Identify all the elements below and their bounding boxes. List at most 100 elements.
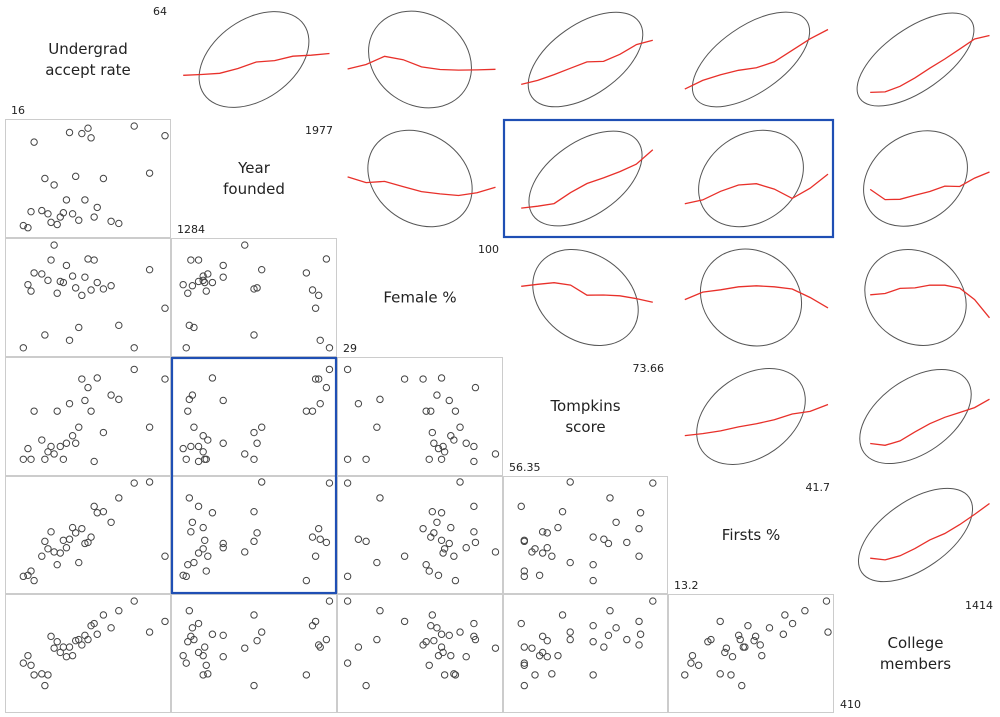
- scatter-point: [199, 432, 207, 440]
- scatter-point: [50, 181, 58, 189]
- range-min-college-members: 410: [840, 698, 861, 711]
- scatter-point: [204, 436, 212, 444]
- scatter-point: [781, 611, 789, 619]
- variable-label-female: Female %: [383, 289, 456, 307]
- scatter-point: [185, 607, 194, 615]
- scatter-point: [600, 535, 608, 543]
- scatter-point: [90, 619, 98, 628]
- panel-female-vs-tompkins-score: [521, 249, 653, 346]
- scatter-point: [84, 255, 92, 263]
- scatter-point: [44, 671, 52, 679]
- scatter-point: [41, 331, 49, 339]
- loess-line: [521, 149, 654, 209]
- scatter-point: [71, 636, 80, 645]
- scatter-point: [115, 321, 123, 330]
- scatter-point: [322, 383, 331, 392]
- scatter-point: [302, 269, 311, 277]
- scatter-point: [107, 624, 115, 632]
- scatter-point: [62, 196, 71, 204]
- variable-label-undergrad-accept-rate: Undergrad: [48, 40, 128, 58]
- scatter-point: [428, 611, 437, 619]
- panel-college-members-vs-tompkins-score: [503, 594, 668, 713]
- scatter-point: [199, 272, 207, 280]
- correlation-ellipse: [859, 368, 972, 465]
- scatter-point: [688, 651, 697, 660]
- scatter-point: [47, 256, 55, 264]
- scatter-point: [727, 671, 735, 679]
- scatter-point: [589, 671, 597, 679]
- scatter-point: [343, 365, 352, 374]
- scatter-point: [78, 291, 86, 300]
- panel-frame: [5, 476, 171, 594]
- range-min-year-founded: 1284: [177, 223, 205, 236]
- scatter-point: [56, 277, 64, 286]
- scatter-point: [75, 323, 83, 332]
- scatter-point: [750, 636, 758, 645]
- scatter-point: [325, 479, 334, 487]
- panel-female-vs-undergrad-accept-rate: [5, 238, 171, 357]
- range-min-undergrad-accept-rate: 16: [11, 104, 25, 117]
- scatter-point: [90, 502, 98, 511]
- loess-line: [347, 55, 496, 71]
- variable-label-undergrad-accept-rate: accept rate: [45, 61, 131, 79]
- scatter-point: [636, 630, 645, 638]
- scatter-point: [81, 396, 89, 405]
- correlation-ellipse: [532, 249, 639, 346]
- scatter-point: [439, 648, 447, 657]
- loess-line: [870, 502, 990, 561]
- scatter-point: [219, 396, 227, 405]
- scatter-point: [194, 619, 203, 628]
- scatter-point: [68, 272, 77, 280]
- scatter-point: [756, 641, 764, 649]
- scatter-point: [130, 344, 138, 352]
- panel-frame: [171, 357, 337, 476]
- range-max-firsts: 41.7: [806, 481, 831, 494]
- scatter-point: [44, 276, 52, 285]
- scatter-point: [362, 455, 370, 463]
- scatter-point: [456, 478, 464, 486]
- panel-frame: [503, 594, 668, 713]
- scatter-point: [87, 134, 95, 142]
- scatter-point: [65, 336, 74, 344]
- scatter-point: [145, 265, 154, 274]
- scatter-point: [188, 282, 197, 290]
- scatter-point: [744, 621, 752, 630]
- scatter-point: [204, 670, 212, 678]
- scatter-point: [194, 549, 203, 557]
- scatter-point: [520, 536, 528, 544]
- scatter-point: [19, 572, 28, 581]
- loess-line: [684, 173, 829, 205]
- scatter-point: [451, 407, 460, 415]
- scatter-point: [130, 365, 138, 374]
- scatter-point: [130, 479, 138, 487]
- scatter-point: [373, 635, 381, 644]
- scatter-point: [241, 644, 249, 652]
- scatter-point: [430, 636, 438, 645]
- scatter-point: [161, 304, 169, 312]
- scatter-point: [250, 681, 258, 690]
- scatter-point: [161, 552, 169, 560]
- panel-frame: [503, 476, 668, 594]
- panel-tompkins-score-vs-tompkins-score: Tompkins score 73.66 56.35: [509, 362, 664, 474]
- scatter-point: [182, 455, 190, 463]
- scatter-point: [314, 375, 323, 383]
- scatter-point: [612, 518, 620, 526]
- scatter-point: [90, 213, 98, 221]
- scatter-point: [419, 375, 427, 383]
- scatter-point: [427, 621, 435, 630]
- scatter-point: [62, 653, 71, 661]
- correlation-ellipse: [691, 11, 811, 108]
- scatter-point: [24, 224, 32, 232]
- scatter-point: [531, 671, 539, 679]
- scatter-point: [130, 597, 138, 605]
- scatter-point: [194, 648, 203, 657]
- scatter-point: [99, 428, 108, 437]
- scatter-point: [47, 632, 55, 641]
- scatter-point: [75, 216, 83, 224]
- scatter-point: [765, 624, 774, 632]
- scatter-point: [208, 630, 217, 638]
- scatter-point: [208, 509, 217, 517]
- scatter-point: [623, 635, 631, 644]
- panel-frame: [668, 594, 834, 713]
- panel-firsts-vs-female: [337, 476, 503, 594]
